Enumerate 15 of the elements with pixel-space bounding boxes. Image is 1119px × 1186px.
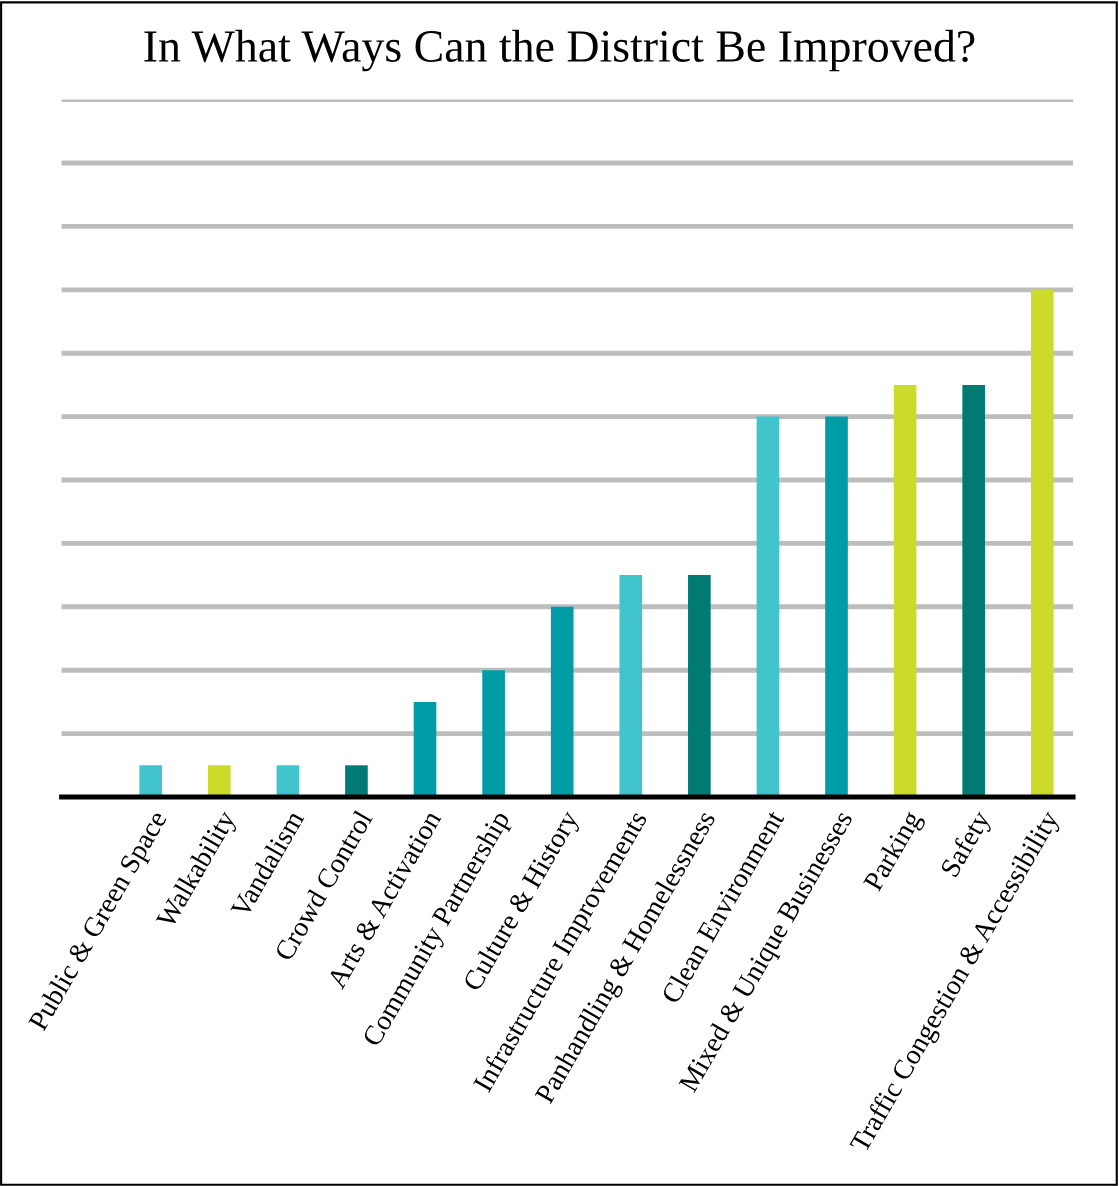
bar [413,701,437,797]
bar [619,575,643,797]
bar [482,670,505,797]
chart-title: In What Ways Can the District Be Improved? [144,29,975,72]
bar [139,765,163,797]
bar [893,384,917,797]
bar [825,416,848,797]
bar [550,606,574,797]
bar [207,765,231,797]
bar [962,384,985,797]
bar [276,765,300,797]
bar [1030,289,1054,797]
bar [756,416,780,797]
bar [688,575,711,797]
bar [345,765,368,797]
